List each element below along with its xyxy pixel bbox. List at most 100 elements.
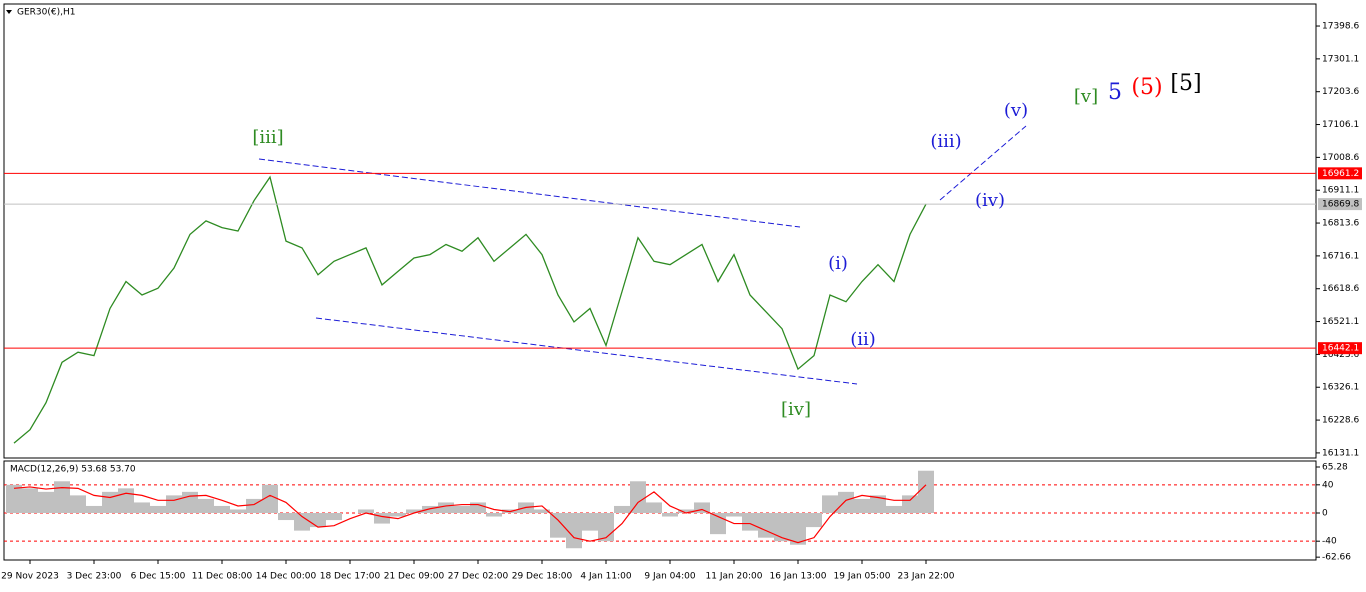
macd-bar [694,502,710,514]
x-tick-label: 23 Jan 22:00 [898,572,955,582]
x-tick-label: 11 Dec 08:00 [192,572,253,582]
macd-bar [390,513,406,517]
macd-bar [470,502,486,514]
y-tick-label: 16131.1 [1322,448,1359,458]
level-label: 16869.8 [1322,200,1359,210]
projection-line [939,125,1027,201]
x-tick-label: 11 Jan 20:00 [706,572,763,582]
macd-bar [566,513,582,549]
macd-bar [134,502,150,514]
macd-bar [422,505,438,514]
macd-bar [678,509,694,514]
y-tick-label: 16813.6 [1322,219,1359,229]
macd-bar [406,509,422,514]
macd-bar [182,491,198,514]
wave-label: [iv] [781,399,811,420]
level-tag [1318,198,1362,211]
macd-bar [166,495,182,514]
macd-bar [358,509,374,514]
macd-bar [86,505,102,514]
y-tick-label: 17301.1 [1322,54,1359,64]
macd-bar [214,505,230,514]
wave-label: (ii) [850,329,876,350]
macd-bar [310,513,326,528]
y-tick-label: 40 [1322,480,1334,490]
price-pane [3,3,1317,459]
wave-label: (iii) [930,131,961,152]
wave-label: (i) [828,253,848,274]
x-tick-label: 3 Dec 23:00 [67,572,122,582]
y-tick-label: 0 [1322,509,1328,519]
wave-label: [iii] [252,127,283,148]
level-tag [1318,167,1362,180]
macd-bar [838,491,854,514]
macd-title: MACD(12,26,9) 53.68 53.70 [10,465,136,475]
macd-bar [646,502,662,514]
macd-bar [806,513,822,528]
macd-bar [662,513,678,517]
level-label: 16961.2 [1322,169,1359,179]
y-tick-label: 16423.6 [1322,350,1359,360]
y-tick-label: 16618.6 [1322,284,1359,294]
macd-bar [582,513,598,531]
macd-bar [486,513,502,517]
macd-bar [374,513,390,524]
macd-bar [630,481,646,514]
trend-line [315,317,858,385]
y-tick-label: 17203.6 [1322,87,1359,97]
x-tick-label: 4 Jan 11:00 [580,572,632,582]
wave-label: (iv) [975,190,1005,211]
x-tick-label: 19 Jan 05:00 [834,572,891,582]
macd-bar [70,495,86,514]
macd-bar [870,495,886,514]
y-tick-label: 65.28 [1322,463,1348,473]
y-tick-label: -40 [1322,537,1337,547]
wave-label: (v) [1004,100,1028,121]
y-tick-label: 16716.1 [1322,251,1359,261]
macd-bar [742,513,758,531]
macd-bar [278,513,294,521]
macd-bar [774,513,790,542]
macd-bar [886,505,902,514]
x-tick-label: 21 Dec 09:00 [384,572,445,582]
macd-bar [550,513,566,538]
x-tick-label: 18 Dec 17:00 [320,572,381,582]
macd-bar [454,505,470,514]
macd-bar [854,498,870,514]
macd-bar [54,481,70,514]
x-tick-label: 27 Dec 02:00 [448,572,509,582]
y-tick-label: 16326.1 [1322,383,1359,393]
macd-bar [6,484,22,514]
wave-label: [5] [1170,71,1201,96]
price-line [13,175,927,444]
wave-label: (5) [1131,75,1162,100]
chart-title: GER30(€),H1 [17,8,75,18]
x-tick-label: 9 Jan 04:00 [644,572,696,582]
menu-arrow [6,10,12,14]
macd-bar [438,502,454,514]
macd-bar [790,513,806,545]
macd-bar [614,505,630,514]
wave-label: 5 [1108,80,1122,105]
level-tag [1318,342,1362,355]
x-tick-label: 16 Jan 13:00 [770,572,827,582]
macd-bar [102,491,118,514]
macd-bar [118,488,134,514]
macd-bar [262,484,278,514]
macd-bar [294,513,310,531]
macd-bar [902,495,918,514]
macd-bar [22,488,38,514]
macd-bar [326,513,342,521]
signal-line [13,484,927,544]
y-tick-label: 17008.6 [1322,153,1359,163]
y-tick-label: -62.66 [1322,553,1351,563]
wave-label: [v] [1074,86,1098,107]
macd-bar [822,495,838,514]
macd-bar [534,509,550,514]
y-tick-label: 17106.1 [1322,120,1359,130]
macd-bar [38,491,54,514]
macd-bar [726,513,742,517]
macd-bar [198,498,214,514]
